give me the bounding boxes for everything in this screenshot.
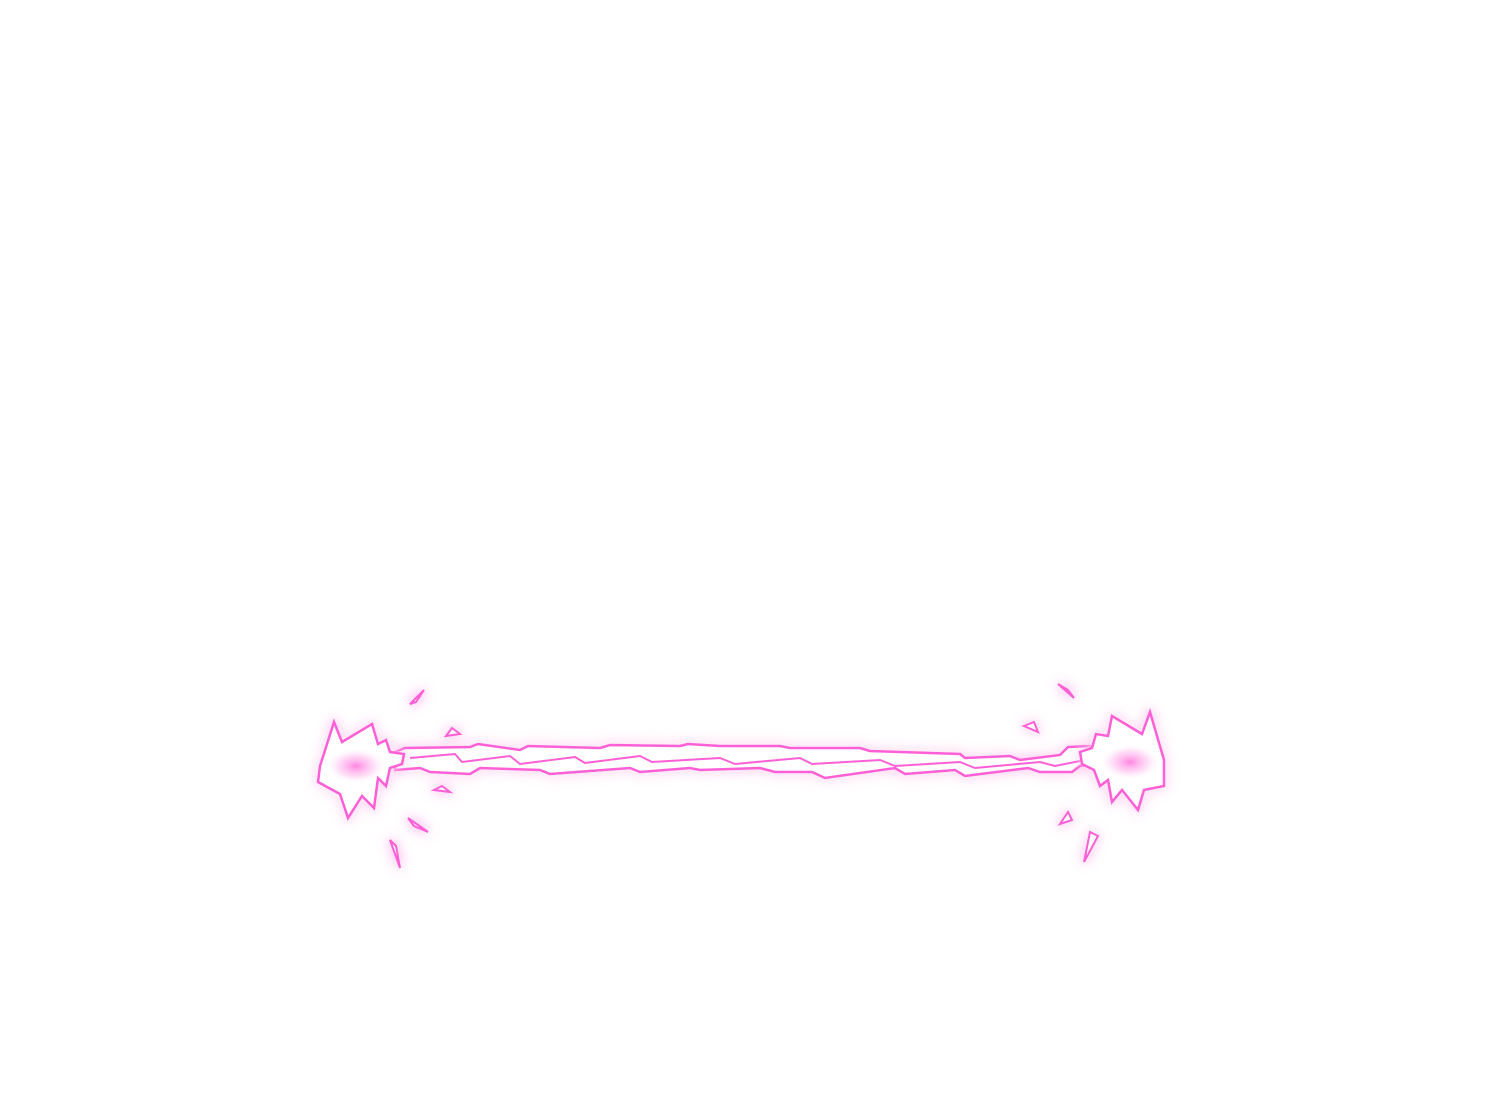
left-shards (389, 689, 463, 869)
left-spark-burst (316, 718, 406, 821)
spark-shard-icon (1083, 830, 1100, 863)
spark-shard-icon (430, 784, 454, 794)
lightning-beam-body (393, 742, 1102, 780)
spark-shard-icon (443, 726, 463, 738)
spark-shard-icon (409, 689, 425, 705)
spark-shard-icon (1021, 720, 1040, 734)
lightning-strand-upper (409, 752, 1096, 770)
lightning-beam (393, 742, 1102, 780)
spark-shard-icon (389, 839, 401, 869)
right-spark-burst (1078, 707, 1166, 813)
spark-shard-icon (1057, 810, 1074, 826)
spark-shard-icon (1057, 683, 1075, 699)
spark-shard-icon (407, 817, 429, 833)
right-shards (1021, 683, 1100, 863)
